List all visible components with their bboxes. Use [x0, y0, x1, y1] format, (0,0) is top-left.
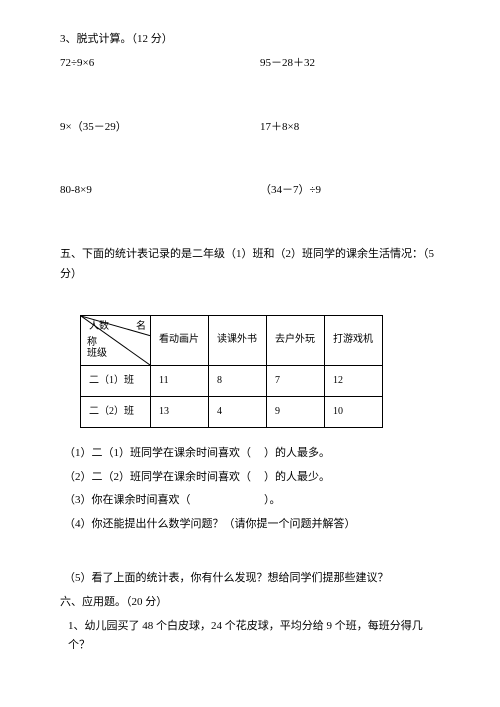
sub-question: （3）你在课余时间喜欢（ ）。 [64, 491, 440, 511]
diag-label: 名 [136, 318, 146, 336]
row-label: 二（2）班 [81, 396, 151, 427]
q6-title: 六、应用题。（20 分） [60, 593, 440, 613]
table-row: 二（2）班 13 4 9 10 [81, 396, 383, 427]
q6-sub1: 1、幼儿园买了 48 个白皮球，24 个花皮球，平均分给 9 个班，每班分得几个… [68, 617, 440, 657]
table-header: 看动画片 [151, 315, 209, 365]
row-label: 二（1）班 [81, 365, 151, 396]
stats-table: 人数 名 称 班级 看动画片 读课外书 去户外玩 打游戏机 二（1）班 11 8… [80, 315, 383, 428]
problem-expr: 72÷9×6 [60, 54, 260, 74]
table-cell: 4 [209, 396, 267, 427]
diag-label: 班级 [87, 345, 107, 363]
table-cell: 12 [325, 365, 383, 396]
sub-right: ）。 [264, 491, 440, 511]
q5-title: 五、下面的统计表记录的是二年级（1）班和（2）班同学的课余生活情况：（5分） [60, 245, 440, 285]
sub-question: （2）二（2）班同学在课余时间喜欢（ ）的人最少。 [64, 468, 440, 488]
sub-left: （2）二（2）班同学在课余时间喜欢（ [64, 468, 264, 488]
table-cell: 13 [151, 396, 209, 427]
problem-expr: 80-8×9 [60, 181, 260, 201]
table-cell: 9 [267, 396, 325, 427]
problem-expr: 9×（35－29） [60, 118, 260, 138]
table-cell: 10 [325, 396, 383, 427]
question-6: 六、应用题。（20 分） 1、幼儿园买了 48 个白皮球，24 个花皮球，平均分… [60, 593, 440, 656]
problem-expr: 17＋8×8 [260, 118, 440, 138]
sub-question: （1）二（1）班同学在课余时间喜欢（ ）的人最多。 [64, 444, 440, 464]
question-3: 3、脱式计算。（12 分） 72÷9×6 95－28＋32 9×（35－29） … [60, 30, 440, 201]
problem-expr: 95－28＋32 [260, 54, 440, 74]
sub-right: ）的人最少。 [264, 468, 440, 488]
sub-question: （4）你还能提出什么数学问题？（请你提一个问题并解答） [64, 515, 440, 535]
problem-row: 9×（35－29） 17＋8×8 [60, 118, 440, 138]
table-header: 去户外玩 [267, 315, 325, 365]
table-row: 二（1）班 11 8 7 12 [81, 365, 383, 396]
sub-right: ）的人最多。 [264, 444, 440, 464]
table-cell: 7 [267, 365, 325, 396]
diag-header-cell: 人数 名 称 班级 [81, 315, 151, 365]
sub-left: （3）你在课余时间喜欢（ [64, 491, 264, 511]
sub-question: （5）看了上面的统计表，你有什么发现？想给同学们提那些建议？ [64, 569, 440, 589]
question-5: 五、下面的统计表记录的是二年级（1）班和（2）班同学的课余生活情况：（5分） 人… [60, 245, 440, 589]
problem-row: 72÷9×6 95－28＋32 [60, 54, 440, 74]
table-cell: 11 [151, 365, 209, 396]
sub-left: （1）二（1）班同学在课余时间喜欢（ [64, 444, 264, 464]
table-row: 人数 名 称 班级 看动画片 读课外书 去户外玩 打游戏机 [81, 315, 383, 365]
table-header: 读课外书 [209, 315, 267, 365]
table-header: 打游戏机 [325, 315, 383, 365]
problem-expr: （34－7）÷9 [260, 181, 440, 201]
table-cell: 8 [209, 365, 267, 396]
problem-row: 80-8×9 （34－7）÷9 [60, 181, 440, 201]
q3-title: 3、脱式计算。（12 分） [60, 30, 440, 50]
